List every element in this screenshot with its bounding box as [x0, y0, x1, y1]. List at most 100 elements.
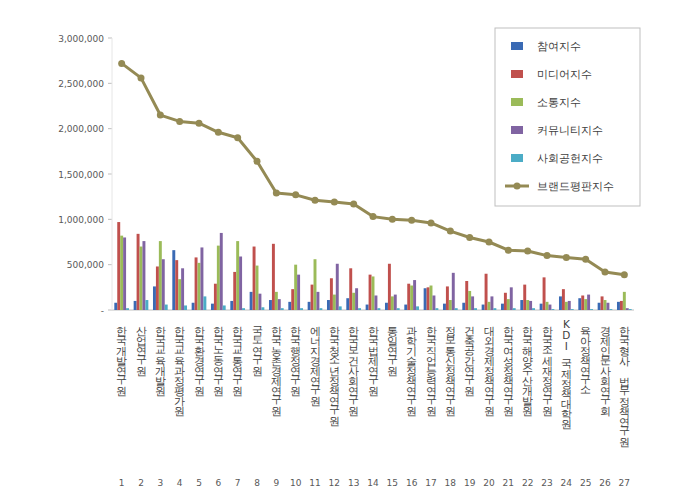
rank-label: 21: [503, 478, 514, 488]
x-tick-label: 경제인문사회연구회: [599, 318, 611, 408]
marks: [114, 60, 631, 310]
bar: [540, 304, 543, 310]
bar: [123, 237, 126, 310]
x-tick-label: KDI국제정책대학원: [560, 318, 572, 421]
x-tick-label: 한국개발연구원: [116, 318, 128, 388]
rank-label: 1: [119, 478, 125, 488]
y-tick-label: 1,500,000: [58, 170, 104, 180]
bar: [217, 246, 220, 310]
bar: [562, 289, 565, 310]
line-marker: [524, 248, 531, 255]
legend-label: 소통지수: [537, 96, 581, 109]
x-tick-label: 한국교육과정평가원: [174, 318, 186, 408]
bar: [297, 275, 300, 310]
line-marker: [215, 129, 222, 136]
bar: [184, 305, 187, 310]
bar: [407, 284, 410, 310]
rank-label: 15: [387, 478, 398, 488]
bar: [220, 233, 223, 310]
x-tick-label: 건축공간연구원: [464, 318, 476, 388]
bar: [432, 295, 435, 310]
bar: [145, 300, 148, 310]
bar: [598, 303, 601, 310]
legend-label: 참여지수: [537, 40, 581, 53]
rank-label: 13: [348, 478, 359, 488]
y-axis: [112, 38, 113, 310]
line-marker: [408, 217, 415, 224]
bar: [230, 301, 233, 310]
line-marker: [273, 190, 280, 197]
rank-label: 24: [561, 478, 573, 488]
bar: [203, 296, 206, 310]
bar: [355, 288, 358, 310]
bar: [601, 296, 604, 310]
bar: [490, 296, 493, 310]
line-marker: [312, 197, 319, 204]
bar: [424, 288, 427, 310]
bar: [584, 299, 587, 310]
y-tick-label: 2,500,000: [58, 79, 104, 89]
bar: [311, 285, 314, 310]
line-marker: [602, 268, 609, 275]
bar: [372, 276, 375, 310]
bar: [609, 309, 612, 310]
bar: [455, 308, 458, 310]
legend-swatch: [511, 70, 523, 78]
rank-label: 22: [522, 478, 533, 488]
bar: [435, 308, 438, 310]
bar: [404, 305, 407, 310]
bar: [308, 302, 311, 310]
bar: [369, 275, 372, 310]
rank-label: 4: [177, 478, 183, 488]
y-tick: [108, 83, 112, 84]
rank-label: 17: [425, 478, 436, 488]
bar: [410, 286, 413, 310]
bar: [253, 247, 256, 310]
x-tick-label: 한국농촌경제연구원: [270, 318, 282, 408]
x-tick-label: 한국직업능력연구원: [425, 318, 437, 408]
rank-label: 5: [196, 478, 202, 488]
bar: [590, 309, 593, 310]
legend-label: 브랜드평판지수: [537, 180, 614, 193]
bar: [156, 266, 159, 310]
bar: [430, 286, 433, 310]
rank-label: 3: [157, 478, 163, 488]
bar: [339, 306, 342, 310]
rank-label: 20: [483, 478, 495, 488]
bar: [319, 308, 322, 310]
y-tick: [108, 310, 112, 311]
legend-swatch: [511, 98, 523, 106]
x-tick-label: 한국청소년정책연구원: [328, 318, 340, 418]
rank-label: 12: [329, 478, 340, 488]
bar: [388, 264, 391, 310]
bar: [294, 265, 297, 310]
x-tick-label: 과학기술정책연구원: [406, 318, 418, 408]
bar: [239, 257, 242, 310]
rank-label: 14: [367, 478, 379, 488]
bar: [488, 302, 491, 310]
legend-swatch: [511, 154, 523, 162]
bar: [291, 289, 294, 310]
bar: [352, 293, 355, 310]
line-marker: [234, 134, 241, 141]
bar: [493, 308, 496, 310]
x-tick-label: 한국교육개발원: [154, 318, 166, 388]
bar: [510, 287, 513, 310]
bar: [507, 299, 510, 310]
rank-label: 27: [619, 478, 630, 488]
x-tick-label: 한국교통연구원: [232, 318, 244, 388]
x-tick-label: 통일연구원: [386, 318, 398, 368]
bar: [617, 302, 620, 310]
legend-swatch: [511, 126, 523, 134]
bar: [626, 308, 629, 310]
y-tick-label: 3,000,000: [58, 34, 104, 44]
bar: [275, 292, 278, 310]
bar: [330, 278, 333, 310]
bar: [501, 304, 504, 310]
bar: [200, 247, 203, 310]
bar: [485, 274, 488, 310]
line-marker: [331, 199, 338, 206]
rank-label: 16: [406, 478, 418, 488]
bar: [623, 292, 626, 310]
bar: [526, 300, 529, 310]
